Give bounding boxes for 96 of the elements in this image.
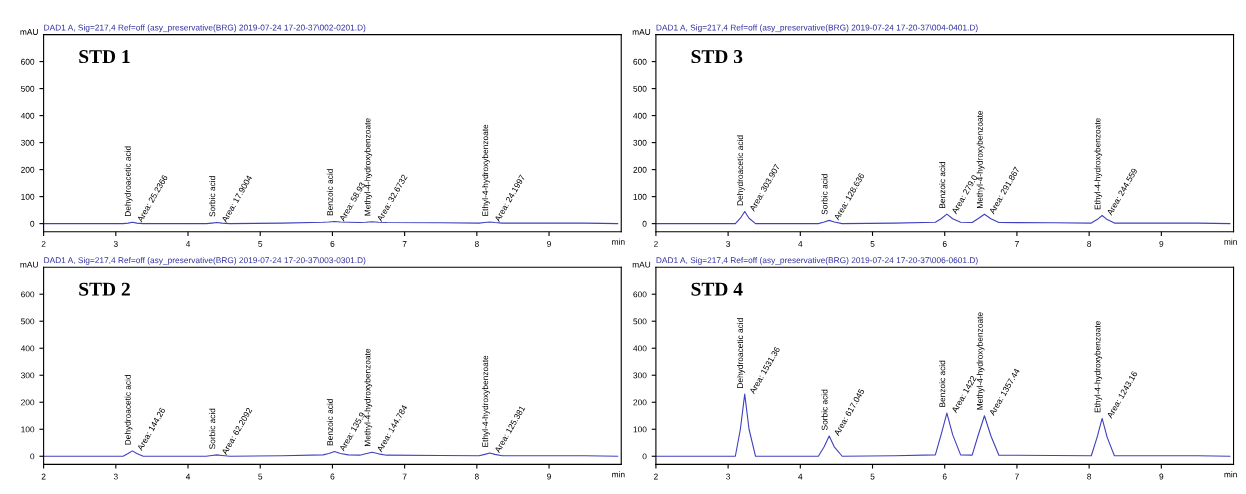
x-tick-label: 6 bbox=[330, 240, 335, 247]
x-tick-label: 8 bbox=[474, 473, 479, 480]
annotation: Methyl-4-hydroxybenzoate bbox=[976, 110, 985, 208]
y-axis-title: mAU bbox=[632, 261, 651, 268]
y-tick-label: 0 bbox=[30, 220, 35, 227]
y-tick-label: 500 bbox=[633, 318, 647, 325]
y-tick-label: 200 bbox=[21, 166, 35, 173]
x-tick-label: 4 bbox=[798, 241, 803, 247]
y-tick-label: 300 bbox=[21, 139, 35, 146]
text: STD 2 bbox=[79, 282, 130, 296]
annotation: Dehydroacetic acid bbox=[736, 135, 745, 206]
chart-title: DAD1 A, Sig=217,4 Ref=off (asy_preservative(BRG) 2019-07-24 17-20-37\002-0201.D) bbox=[44, 24, 366, 33]
x-tick-label: 3 bbox=[113, 240, 118, 247]
annotation: Dehydroacetic acid bbox=[736, 318, 745, 388]
y-tick-label: 600 bbox=[21, 58, 35, 65]
x-tick-label: 2 bbox=[654, 240, 658, 247]
x-tick-label: 6 bbox=[330, 473, 335, 480]
y-axis-title: mAU bbox=[20, 29, 38, 35]
y-tick-label: 300 bbox=[633, 372, 647, 379]
x-tick-label: 7 bbox=[1015, 241, 1019, 247]
y-tick-label: 100 bbox=[21, 193, 35, 200]
x-tick-label: 7 bbox=[402, 473, 407, 480]
y-tick-label: 0 bbox=[642, 220, 647, 227]
x-axis-title: min bbox=[1224, 471, 1237, 478]
x-tick-label: 5 bbox=[258, 241, 263, 247]
y-tick-label: 600 bbox=[633, 291, 647, 298]
y-tick-label: 200 bbox=[633, 166, 647, 173]
y-tick-label: 600 bbox=[633, 58, 647, 65]
y-tick-label: 400 bbox=[633, 112, 647, 119]
y-tick-label: 200 bbox=[21, 399, 35, 406]
x-tick-label: 2 bbox=[41, 240, 46, 247]
annotation: Benzoic acid bbox=[939, 161, 946, 208]
x-tick-label: 4 bbox=[185, 473, 191, 480]
x-tick-label: 3 bbox=[726, 473, 731, 480]
y-tick-label: 500 bbox=[633, 85, 647, 92]
x-tick-label: 5 bbox=[258, 473, 263, 480]
y-axis-title: mAU bbox=[20, 261, 38, 268]
annotation: Methyl-4-hydroxybenzoate bbox=[364, 348, 373, 446]
x-tick-label: 8 bbox=[1087, 240, 1092, 247]
x-tick-label: 8 bbox=[474, 240, 479, 247]
y-tick-label: 100 bbox=[633, 426, 647, 433]
annotation: Sorbic acid bbox=[209, 176, 216, 217]
annotation: Sorbic acid bbox=[821, 389, 828, 431]
annotation: Benzoic acid bbox=[326, 169, 333, 216]
y-axis-title: mAU bbox=[632, 29, 651, 35]
annotation: Benzoic acid bbox=[939, 360, 946, 407]
x-axis-title: min bbox=[612, 238, 625, 245]
annotation: Sorbic acid bbox=[209, 408, 216, 449]
y-tick-label: 300 bbox=[633, 139, 647, 146]
x-tick-label: 9 bbox=[547, 240, 551, 247]
text: STD 1 bbox=[79, 50, 130, 64]
x-tick-label: 9 bbox=[547, 473, 551, 480]
annotation: Ethyl-4-hydroxybenzoate bbox=[482, 355, 490, 447]
x-tick-label: 4 bbox=[185, 241, 191, 247]
y-tick-label: 300 bbox=[21, 372, 35, 379]
x-tick-label: 2 bbox=[41, 473, 46, 480]
x-tick-label: 6 bbox=[942, 473, 947, 480]
y-tick-label: 0 bbox=[642, 453, 647, 460]
y-tick-label: 400 bbox=[633, 345, 647, 352]
x-tick-label: 9 bbox=[1159, 473, 1164, 480]
x-tick-label: 7 bbox=[402, 241, 407, 247]
x-tick-label: 3 bbox=[113, 473, 118, 480]
x-tick-label: 7 bbox=[1015, 473, 1019, 480]
x-tick-label: 2 bbox=[654, 473, 658, 480]
y-tick-label: 500 bbox=[21, 85, 35, 92]
text: STD 3 bbox=[691, 50, 743, 64]
x-tick-label: 5 bbox=[870, 473, 875, 480]
chart-title: DAD1 A, Sig=217,4 Ref=off (asy_preservative(BRG) 2019-07-24 17-20-37\004-0401.D) bbox=[656, 24, 978, 33]
annotation: Ethyl-4-hydroxybenzoate bbox=[1094, 321, 1103, 413]
x-tick-label: 4 bbox=[798, 473, 803, 480]
y-tick-label: 100 bbox=[21, 426, 35, 433]
x-axis-title: min bbox=[1224, 238, 1237, 245]
y-tick-label: 100 bbox=[633, 193, 647, 200]
x-tick-label: 5 bbox=[870, 241, 875, 247]
annotation: Dehydroacetic acid bbox=[124, 146, 133, 217]
y-tick-label: 0 bbox=[30, 453, 35, 460]
annotation: Methyl-4-hydroxybenzoate bbox=[364, 118, 373, 216]
y-tick-label: 200 bbox=[633, 399, 647, 406]
y-tick-label: 500 bbox=[21, 318, 35, 325]
x-axis-title: min bbox=[612, 471, 625, 478]
x-tick-label: 6 bbox=[942, 240, 947, 247]
annotation: Ethyl-4-hydroxybenzoate bbox=[1094, 118, 1103, 210]
y-tick-label: 400 bbox=[20, 112, 35, 119]
chart-title: DAD1 A, Sig=217,4 Ref=off (asy_preservative(BRG) 2019-07-24 17-20-37\003-0301.D) bbox=[44, 257, 366, 265]
y-tick-label: 400 bbox=[20, 345, 35, 352]
annotation: Benzoic acid bbox=[326, 399, 333, 446]
text: STD 4 bbox=[691, 282, 743, 296]
x-tick-label: 8 bbox=[1087, 473, 1092, 480]
annotation: Ethyl-4-hydroxybenzoate bbox=[482, 124, 490, 216]
annotation: Methyl-4-hydroxybenzoate bbox=[976, 312, 985, 410]
y-tick-label: 600 bbox=[21, 291, 35, 298]
annotation: Dehydroacetic acid bbox=[124, 374, 133, 445]
annotation: Sorbic acid bbox=[821, 174, 828, 215]
x-tick-label: 9 bbox=[1159, 240, 1164, 247]
chart-title: DAD1 A, Sig=217,4 Ref=off (asy_preservative(BRG) 2019-07-24 17-20-37\006-0601.D) bbox=[656, 257, 978, 265]
x-tick-label: 3 bbox=[726, 240, 731, 247]
